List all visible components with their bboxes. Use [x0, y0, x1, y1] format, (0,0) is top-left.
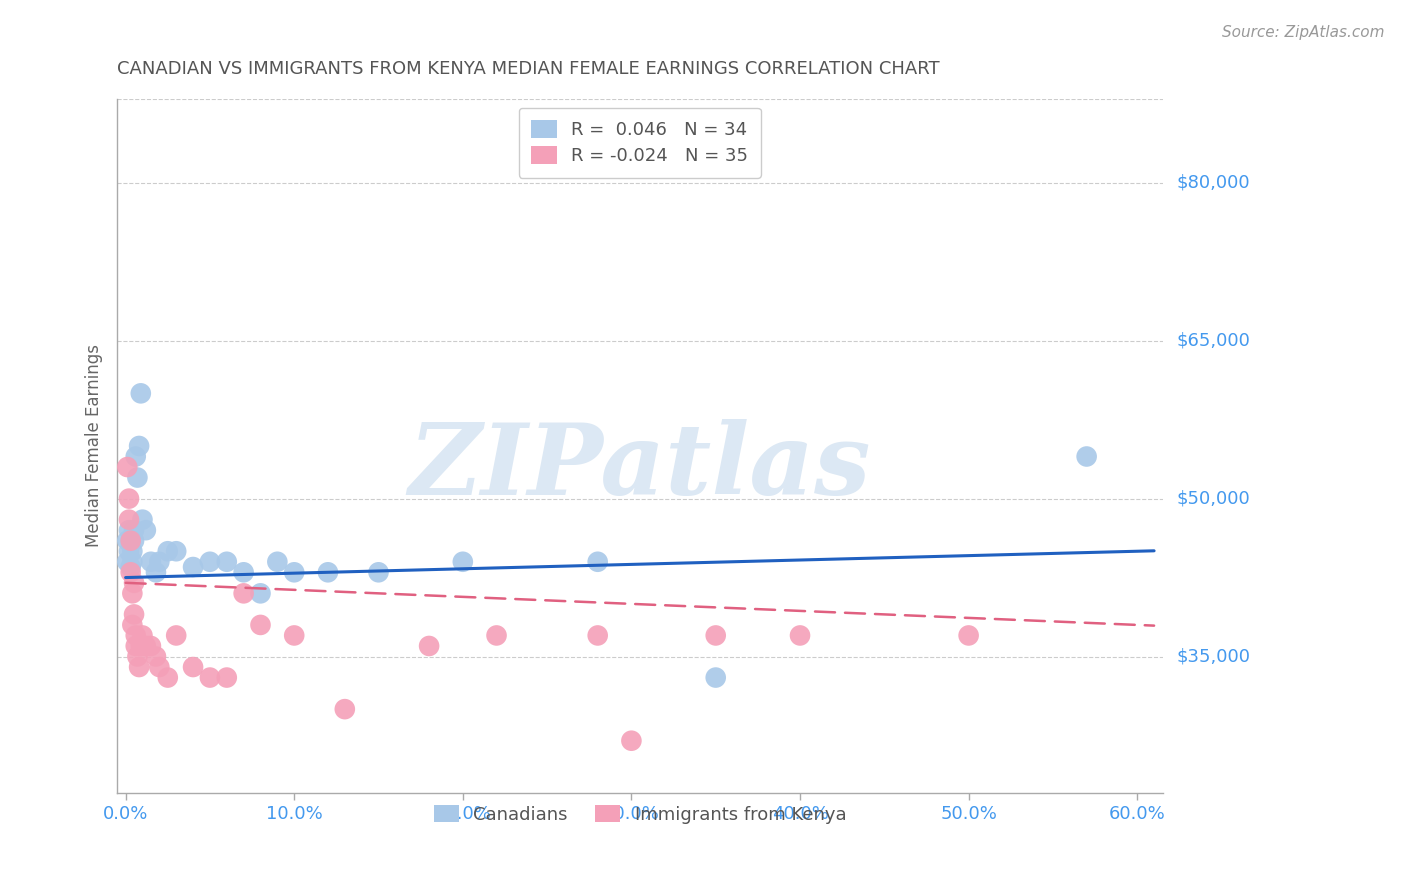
Point — [156, 544, 179, 558]
Point — [139, 555, 162, 569]
Point — [232, 566, 254, 580]
Point — [215, 555, 238, 569]
Point — [118, 523, 141, 537]
Point — [704, 671, 727, 685]
Point — [131, 628, 153, 642]
Point — [333, 702, 356, 716]
Point — [117, 533, 139, 548]
Point — [125, 450, 148, 464]
Y-axis label: Median Female Earnings: Median Female Earnings — [86, 344, 103, 548]
Point — [122, 575, 145, 590]
Point — [121, 618, 143, 632]
Point — [165, 544, 187, 558]
Point — [156, 671, 179, 685]
Point — [485, 628, 508, 642]
Point — [125, 639, 148, 653]
Point — [283, 628, 305, 642]
Text: $65,000: $65,000 — [1177, 332, 1250, 350]
Point — [181, 560, 204, 574]
Point — [128, 660, 150, 674]
Point — [120, 533, 142, 548]
Point — [118, 513, 141, 527]
Point — [283, 566, 305, 580]
Point — [129, 639, 152, 653]
Point — [145, 649, 167, 664]
Point — [451, 555, 474, 569]
Point — [704, 628, 727, 642]
Point — [620, 733, 643, 747]
Point — [145, 566, 167, 580]
Point — [316, 566, 339, 580]
Point — [139, 639, 162, 653]
Point — [586, 555, 609, 569]
Legend: Canadians, Immigrants from Kenya: Canadians, Immigrants from Kenya — [425, 796, 855, 833]
Point — [122, 607, 145, 622]
Point — [232, 586, 254, 600]
Point — [367, 566, 389, 580]
Point — [128, 439, 150, 453]
Point — [586, 628, 609, 642]
Point — [249, 586, 271, 600]
Point — [118, 544, 141, 558]
Point — [122, 523, 145, 537]
Point — [148, 555, 170, 569]
Point — [122, 533, 145, 548]
Point — [127, 649, 149, 664]
Point — [127, 470, 149, 484]
Point — [121, 586, 143, 600]
Point — [418, 639, 440, 653]
Point — [135, 639, 157, 653]
Point — [135, 523, 157, 537]
Point — [198, 671, 221, 685]
Point — [120, 560, 142, 574]
Point — [120, 566, 142, 580]
Point — [121, 544, 143, 558]
Point — [789, 628, 811, 642]
Point — [120, 533, 142, 548]
Point — [249, 618, 271, 632]
Point — [117, 460, 139, 475]
Point — [131, 513, 153, 527]
Point — [181, 660, 204, 674]
Point — [118, 491, 141, 506]
Point — [266, 555, 288, 569]
Point — [148, 660, 170, 674]
Point — [165, 628, 187, 642]
Point — [198, 555, 221, 569]
Point — [117, 555, 139, 569]
Point — [125, 628, 148, 642]
Point — [121, 555, 143, 569]
Point — [957, 628, 980, 642]
Text: $50,000: $50,000 — [1177, 490, 1250, 508]
Text: ZIPatlas: ZIPatlas — [409, 418, 872, 515]
Text: Source: ZipAtlas.com: Source: ZipAtlas.com — [1222, 25, 1385, 40]
Text: $35,000: $35,000 — [1177, 648, 1250, 665]
Point — [1076, 450, 1098, 464]
Text: CANADIAN VS IMMIGRANTS FROM KENYA MEDIAN FEMALE EARNINGS CORRELATION CHART: CANADIAN VS IMMIGRANTS FROM KENYA MEDIAN… — [117, 60, 939, 78]
Text: $80,000: $80,000 — [1177, 174, 1250, 192]
Point — [129, 386, 152, 401]
Point — [215, 671, 238, 685]
